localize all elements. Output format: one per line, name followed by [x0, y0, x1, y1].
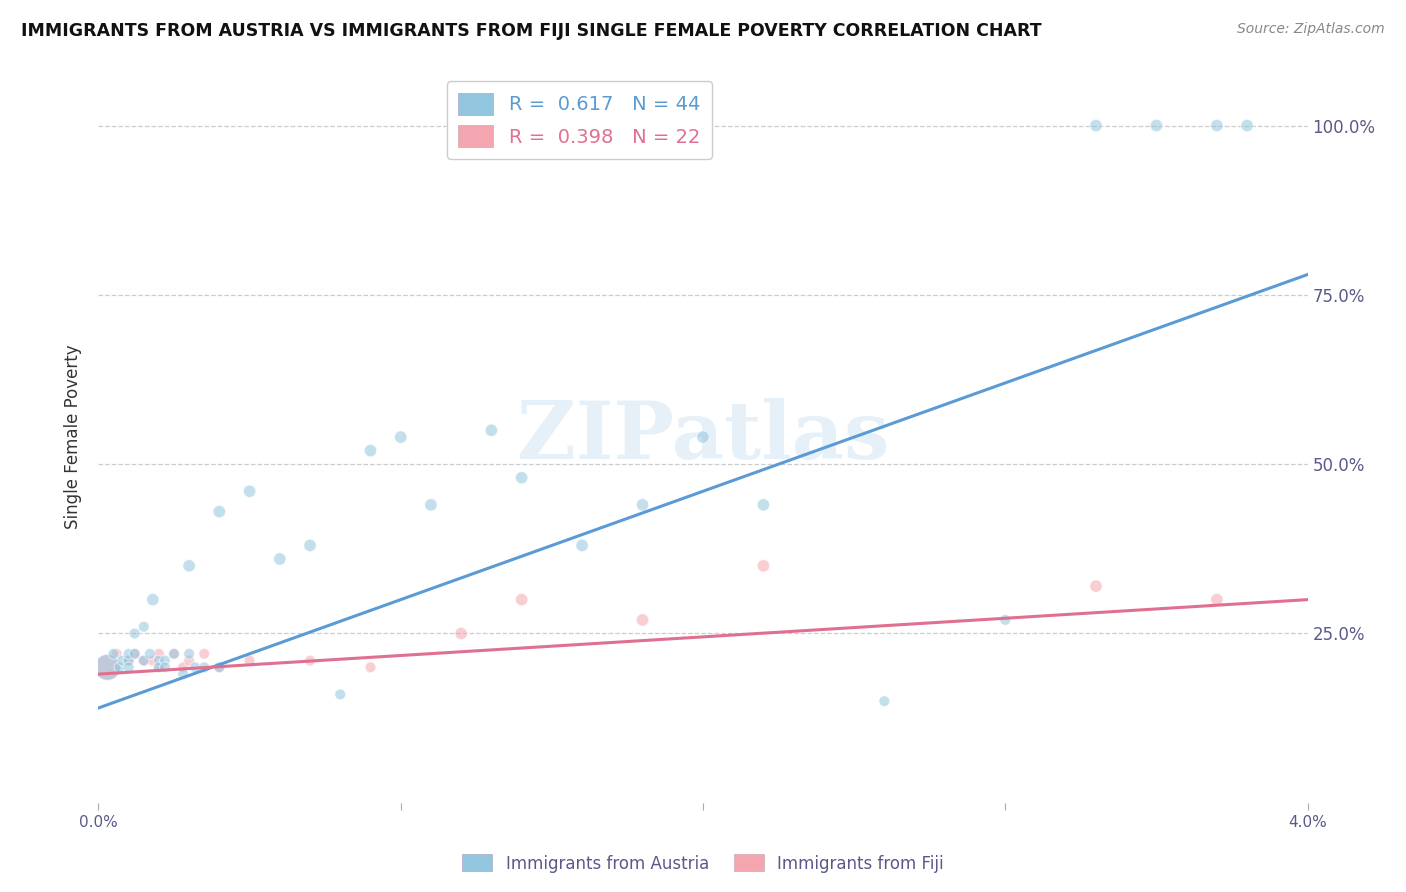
Text: ZIPatlas: ZIPatlas: [517, 398, 889, 476]
Point: [450, 626, 472, 640]
Point: [96, 660, 118, 674]
Point: [299, 538, 322, 552]
Point: [184, 660, 207, 674]
Y-axis label: Single Female Poverty: Single Female Poverty: [65, 345, 83, 529]
Point: [105, 647, 128, 661]
Point: [179, 558, 201, 573]
Point: [111, 654, 134, 668]
Point: [132, 620, 155, 634]
Point: [360, 443, 382, 458]
Point: [752, 558, 775, 573]
Point: [103, 647, 125, 661]
Point: [329, 688, 352, 702]
Point: [1206, 119, 1229, 133]
Point: [299, 654, 322, 668]
Point: [360, 660, 382, 674]
Point: [172, 660, 194, 674]
Point: [142, 592, 165, 607]
Point: [124, 647, 146, 661]
Point: [481, 423, 503, 437]
Point: [193, 660, 215, 674]
Text: Source: ZipAtlas.com: Source: ZipAtlas.com: [1237, 22, 1385, 37]
Text: IMMIGRANTS FROM AUSTRIA VS IMMIGRANTS FROM FIJI SINGLE FEMALE POVERTY CORRELATIO: IMMIGRANTS FROM AUSTRIA VS IMMIGRANTS FR…: [21, 22, 1042, 40]
Point: [631, 613, 654, 627]
Point: [124, 647, 146, 661]
Point: [148, 660, 170, 674]
Point: [96, 660, 118, 674]
Point: [148, 660, 170, 674]
Point: [1236, 119, 1258, 133]
Point: [631, 498, 654, 512]
Point: [420, 498, 443, 512]
Point: [269, 552, 291, 566]
Point: [1085, 119, 1108, 133]
Point: [193, 647, 215, 661]
Point: [208, 660, 231, 674]
Legend: Immigrants from Austria, Immigrants from Fiji: Immigrants from Austria, Immigrants from…: [456, 847, 950, 880]
Point: [132, 654, 155, 668]
Point: [389, 430, 412, 444]
Point: [124, 626, 146, 640]
Point: [139, 647, 162, 661]
Point: [1206, 592, 1229, 607]
Point: [1146, 119, 1168, 133]
Point: [994, 613, 1017, 627]
Point: [118, 647, 141, 661]
Point: [571, 538, 593, 552]
Point: [142, 654, 165, 668]
Point: [1085, 579, 1108, 593]
Point: [510, 592, 533, 607]
Point: [172, 667, 194, 681]
Point: [179, 654, 201, 668]
Legend: R =  0.617   N = 44, R =  0.398   N = 22: R = 0.617 N = 44, R = 0.398 N = 22: [447, 81, 711, 159]
Point: [873, 694, 896, 708]
Point: [148, 654, 170, 668]
Point: [118, 660, 141, 674]
Point: [752, 498, 775, 512]
Point: [153, 654, 176, 668]
Point: [692, 430, 714, 444]
Point: [179, 647, 201, 661]
Point: [510, 471, 533, 485]
Point: [118, 654, 141, 668]
Point: [148, 647, 170, 661]
Point: [132, 654, 155, 668]
Point: [163, 647, 186, 661]
Point: [208, 505, 231, 519]
Point: [239, 654, 262, 668]
Point: [163, 647, 186, 661]
Point: [153, 660, 176, 674]
Point: [118, 654, 141, 668]
Point: [239, 484, 262, 499]
Point: [208, 660, 231, 674]
Point: [108, 660, 131, 674]
